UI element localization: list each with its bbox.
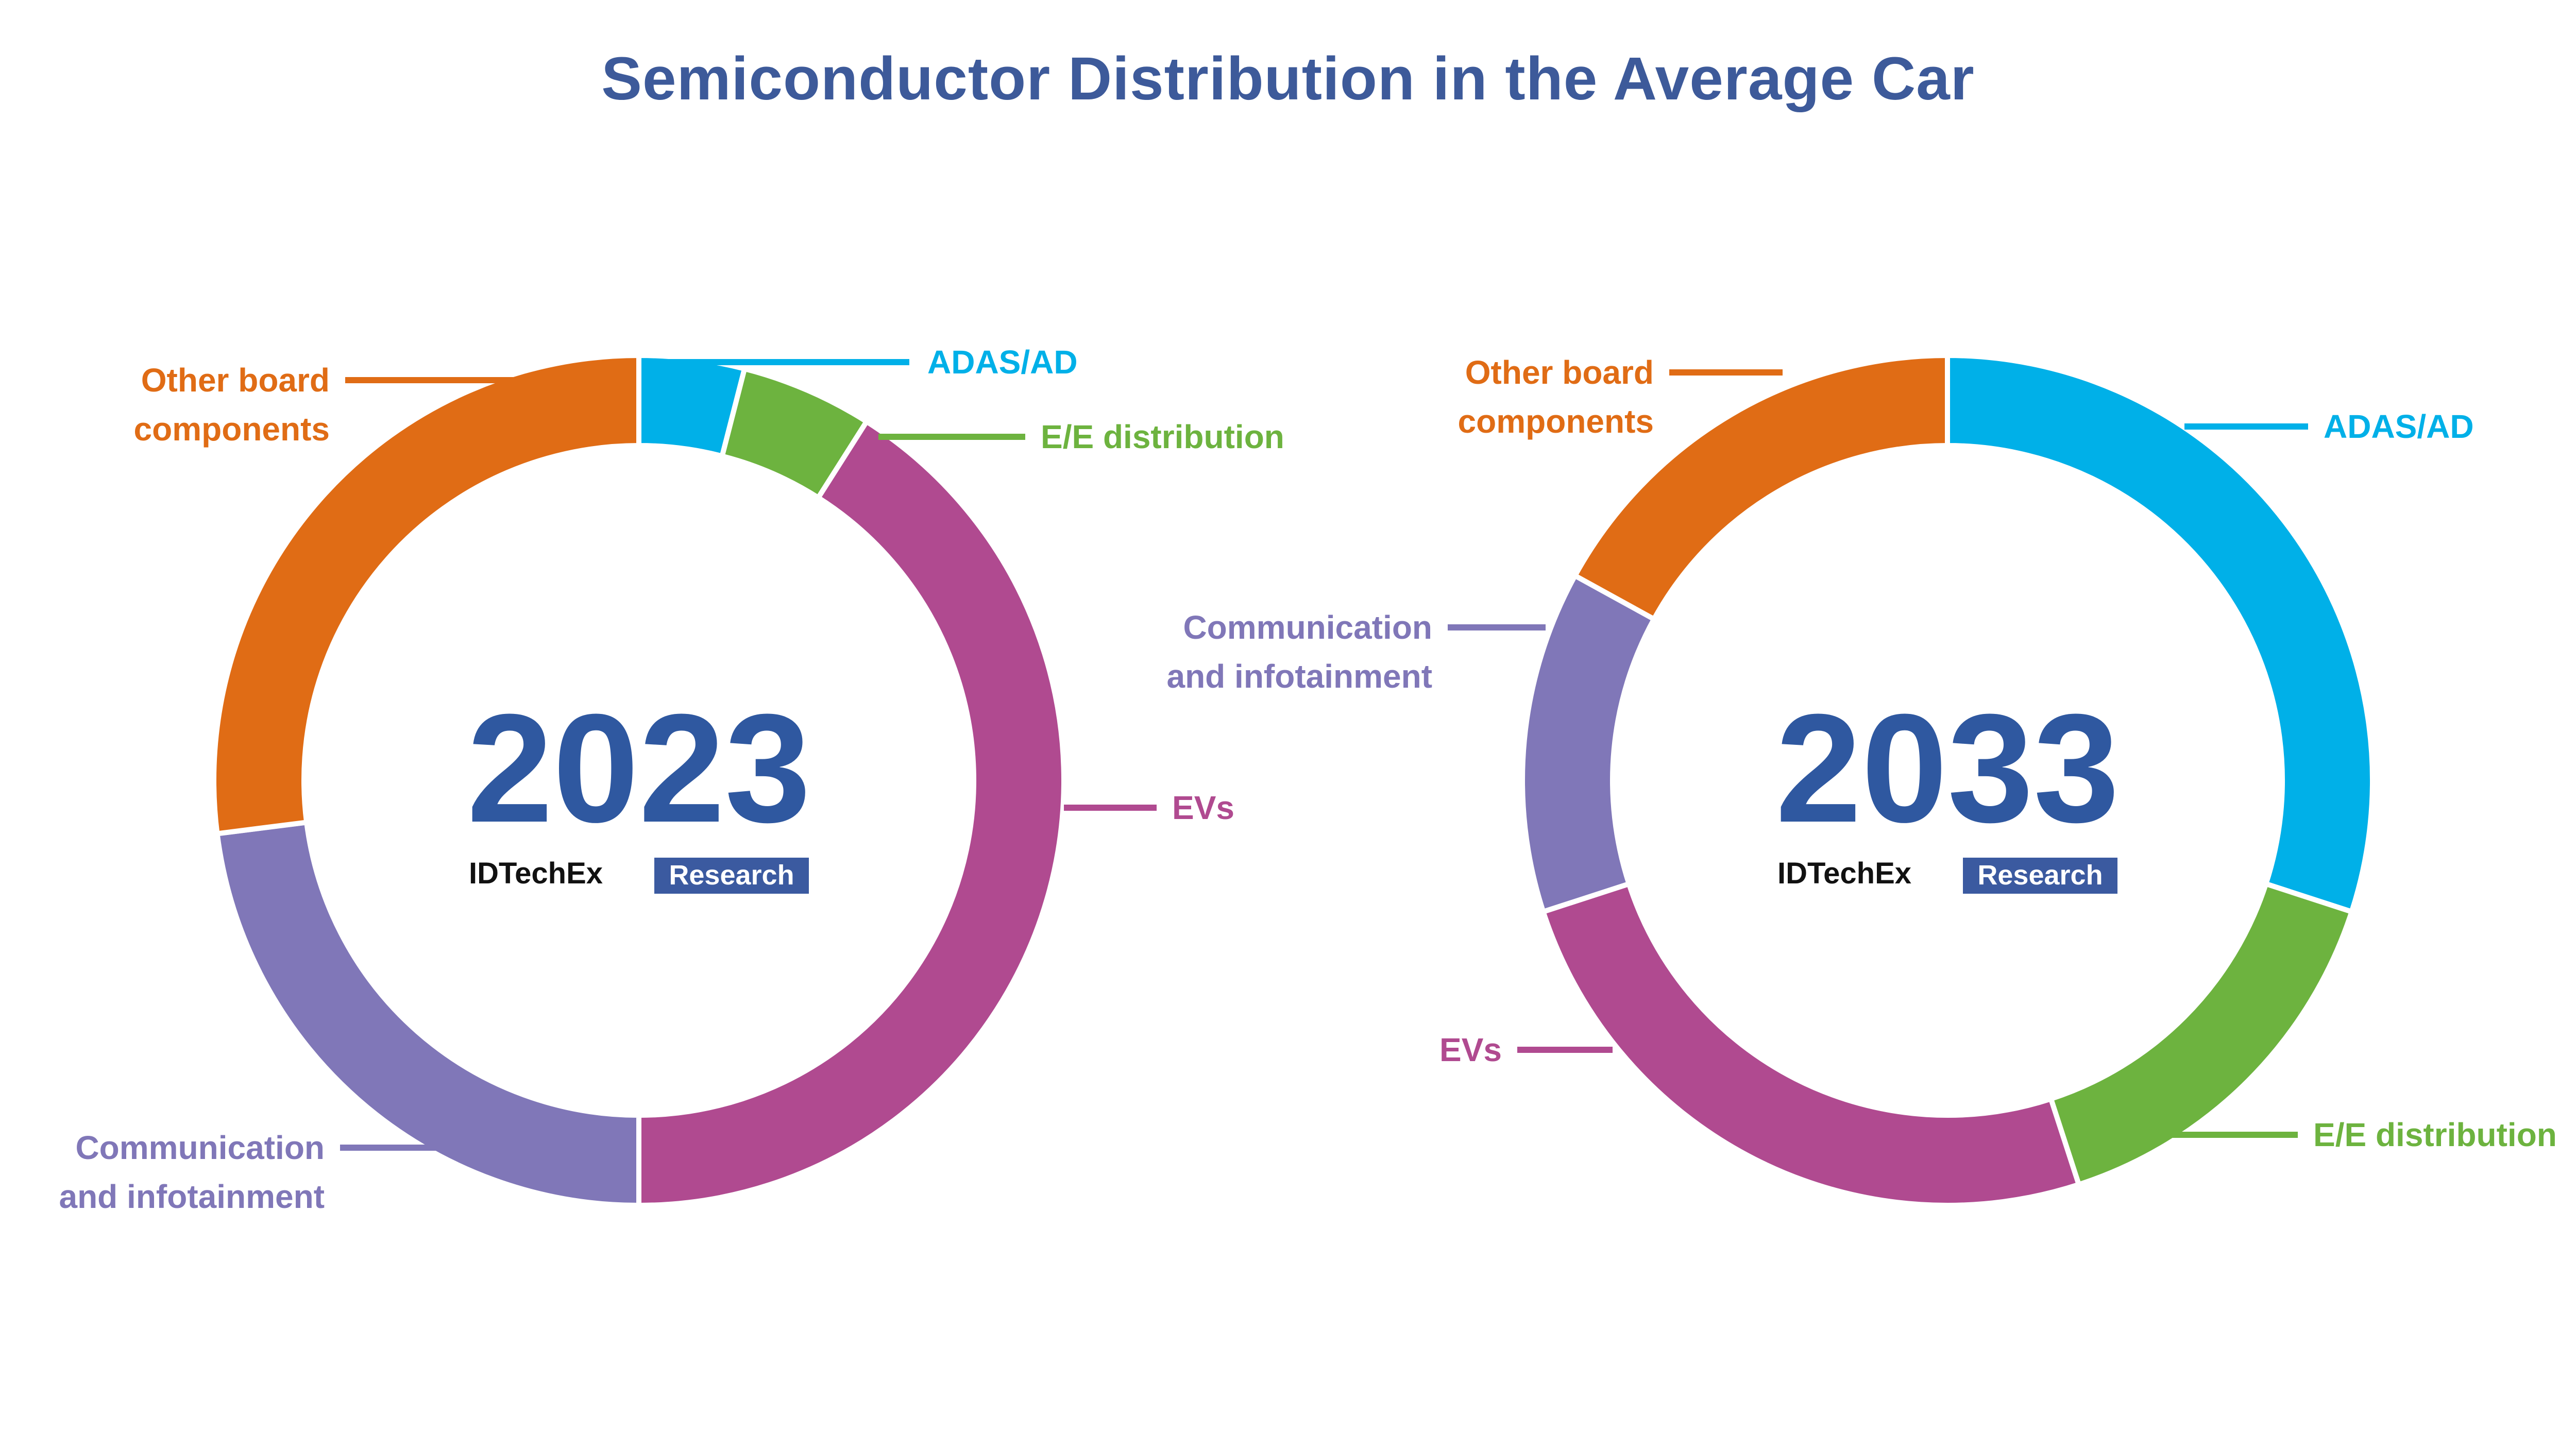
segment-label-adas-ad: ADAS/AD — [2324, 408, 2474, 445]
segment-label-other-board-components: Other board components — [134, 362, 330, 448]
segment-label-other-board-components: Other board components — [1458, 354, 1654, 440]
segment-label-e-e-distribution: E/E distribution — [2313, 1116, 2557, 1153]
segment-label-adas-ad: ADAS/AD — [927, 344, 1078, 381]
segment-e-e-distribution — [2047, 880, 2355, 1188]
center-year-label: 2023 — [467, 681, 810, 855]
brand-tag: Research — [1977, 860, 2103, 891]
segment-label-communication-and-infotainment: Communication and infotainment — [59, 1129, 325, 1215]
segment-label-e-e-distribution: E/E distribution — [1041, 418, 1284, 455]
segment-evs — [636, 418, 1066, 1208]
segment-other-board-components — [1571, 352, 1950, 623]
segment-label-evs: EVs — [1172, 789, 1234, 826]
brand-name: IDTechEx — [469, 857, 603, 890]
segment-communication-and-infotainment — [214, 819, 641, 1208]
segment-evs — [1540, 880, 2082, 1208]
brand-name: IDTechEx — [1777, 857, 1911, 890]
brand-tag: Research — [669, 860, 794, 891]
center-year-label: 2033 — [1775, 681, 2119, 855]
segment-label-evs: EVs — [1439, 1031, 1502, 1068]
brand-tag-box — [654, 858, 809, 894]
segment-label-communication-and-infotainment: Communication and infotainment — [1166, 609, 1432, 695]
segment-other-board-components — [211, 352, 641, 837]
chart-title: Semiconductor Distribution in the Averag… — [601, 45, 1975, 113]
brand-tag-box — [1963, 858, 2117, 894]
